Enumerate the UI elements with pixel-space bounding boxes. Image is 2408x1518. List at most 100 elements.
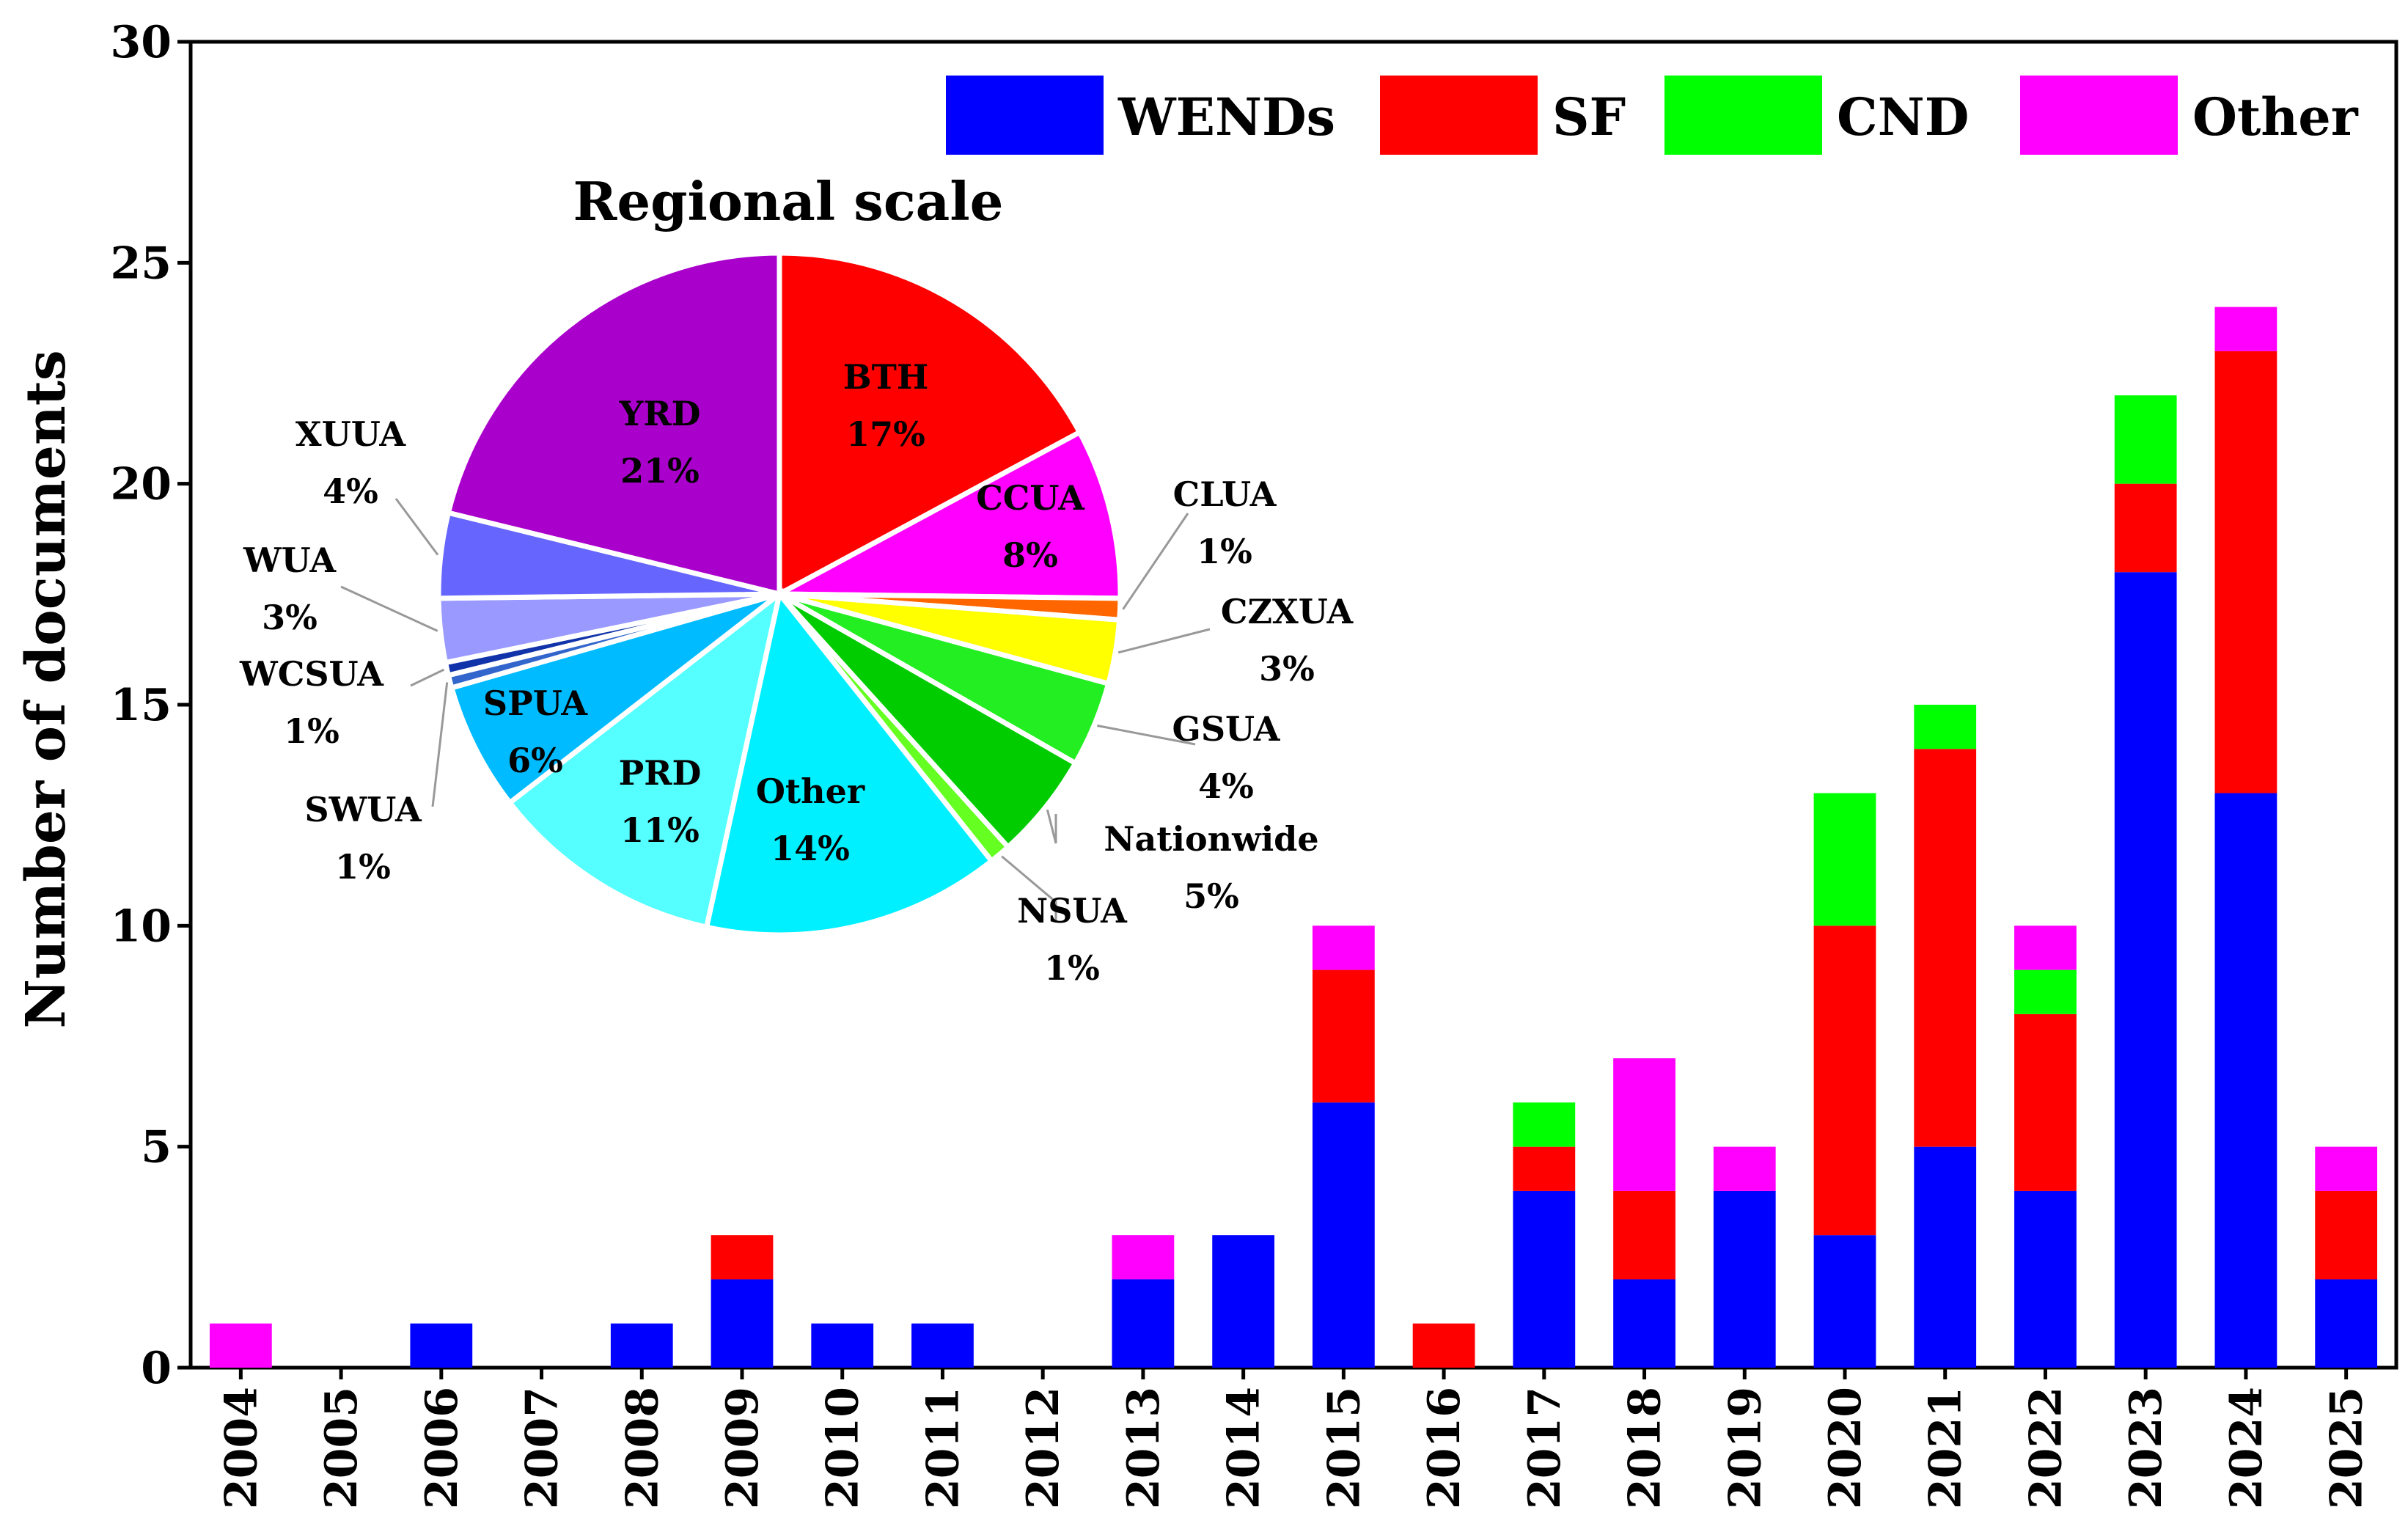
bar-other-2025 <box>2315 1146 2378 1191</box>
bar-sf-2016 <box>1412 1323 1475 1368</box>
bar-wends-2017 <box>1513 1190 1576 1368</box>
pie-slice-prd <box>506 587 784 931</box>
x-tick-label: 2025 <box>2321 1387 2373 1509</box>
bar-wends-2009 <box>711 1279 774 1368</box>
x-tick-label: 2013 <box>1118 1387 1170 1509</box>
pie-slice-bth <box>777 250 1084 598</box>
bar-wends-2006 <box>410 1323 473 1368</box>
pie-slice-ccua <box>769 428 1123 601</box>
x-tick-label: 2016 <box>1419 1387 1470 1509</box>
x-tick-label: 2005 <box>316 1387 367 1509</box>
pie-label-nsua: NSUA <box>1017 891 1128 931</box>
pie-label-wcsua: WCSUA <box>239 654 384 694</box>
y-tick-label: 25 <box>111 238 172 289</box>
y-tick-label: 20 <box>111 459 172 510</box>
y-tick-label: 30 <box>111 17 172 68</box>
bar-wends-2022 <box>2014 1190 2077 1368</box>
pie-label-gsua: GSUA <box>1172 709 1281 749</box>
pie-pct-other: 14% <box>771 829 850 868</box>
bar-wends-2021 <box>1914 1146 1977 1368</box>
legend-swatch-sf <box>1380 76 1538 155</box>
pie-pct-wcsua: 1% <box>284 711 339 751</box>
pie-pct-swua: 1% <box>335 847 391 887</box>
bar-wends-2024 <box>2214 793 2277 1368</box>
bar-wends-2018 <box>1613 1279 1675 1368</box>
pie-leader-nationwide <box>1046 809 1057 844</box>
x-tick-label: 2018 <box>1620 1387 1671 1509</box>
x-tick-label: 2004 <box>216 1387 267 1509</box>
bar-wends-2023 <box>2114 572 2177 1368</box>
pie-pct-yrd: 21% <box>620 451 700 491</box>
y-tick-label: 5 <box>141 1122 172 1173</box>
legend-swatch-cnd <box>1664 76 1822 155</box>
bar-wends-2014 <box>1212 1235 1275 1368</box>
bar-wends-2008 <box>610 1323 673 1368</box>
bar-other-2013 <box>1112 1235 1175 1280</box>
pie-leader-swua <box>431 682 449 807</box>
x-tick-label: 2020 <box>1820 1387 1871 1509</box>
x-tick-label: 2009 <box>717 1387 768 1509</box>
pie-label-xuua: XUUA <box>296 414 407 454</box>
x-tick-label: 2021 <box>1920 1387 1972 1509</box>
y-tick-label: 10 <box>111 901 172 952</box>
bar-other-2024 <box>2214 307 2277 351</box>
pie-slice-yrd <box>445 250 782 598</box>
bar-cnd-2017 <box>1513 1102 1576 1147</box>
pie-leader-clua <box>1122 513 1189 610</box>
x-tick-label: 2019 <box>1719 1387 1771 1509</box>
x-tick-label: 2011 <box>917 1387 969 1509</box>
pie-label-ccua: CCUA <box>976 478 1085 518</box>
bar-wends-2010 <box>811 1323 874 1368</box>
bar-sf-2023 <box>2114 483 2177 573</box>
pie-label-other: Other <box>756 771 865 811</box>
bar-sf-2020 <box>1813 925 1876 1236</box>
y-axis-title: Number of documents <box>15 350 78 1028</box>
bar-other-2018 <box>1613 1058 1675 1191</box>
pie-leader-czxua <box>1117 628 1211 654</box>
pie-slice-other <box>703 588 996 938</box>
bar-wends-2015 <box>1312 1102 1375 1368</box>
pie-label-swua: SWUA <box>304 790 422 829</box>
pie-label-clua: CLUA <box>1173 474 1277 514</box>
bar-cnd-2021 <box>1914 705 1977 749</box>
bar-sf-2025 <box>2315 1190 2378 1280</box>
pie-leader-xuua <box>394 498 439 556</box>
pie-leader-gsua <box>1097 725 1196 746</box>
bar-sf-2017 <box>1513 1146 1576 1191</box>
x-tick-label: 2014 <box>1219 1387 1270 1509</box>
pie-pct-nationwide: 5% <box>1183 876 1239 916</box>
legend-swatch-other <box>2020 76 2178 155</box>
x-tick-label: 2024 <box>2221 1387 2272 1509</box>
pie-leader-wcsua <box>410 668 445 687</box>
x-tick-label: 2007 <box>517 1387 568 1509</box>
pie-label-bth: BTH <box>843 357 929 397</box>
legend-label-wends: WENDs <box>1117 87 1335 147</box>
bar-other-2022 <box>2014 925 2077 970</box>
pie-pct-czxua: 3% <box>1259 649 1315 689</box>
bar-wends-2013 <box>1112 1279 1175 1368</box>
pie-label-spua: SPUA <box>483 683 589 723</box>
bar-wends-2011 <box>911 1323 974 1368</box>
pie-pct-bth: 17% <box>846 414 925 454</box>
bar-wends-2025 <box>2315 1279 2378 1368</box>
legend-label-sf: SF <box>1552 87 1626 147</box>
pie-pct-prd: 11% <box>620 810 700 850</box>
x-tick-label: 2012 <box>1018 1387 1069 1509</box>
bar-sf-2009 <box>711 1235 774 1280</box>
y-tick-label: 0 <box>141 1343 172 1394</box>
bar-wends-2020 <box>1813 1235 1876 1368</box>
pie-leader-wua <box>340 585 438 632</box>
bar-sf-2022 <box>2014 1013 2077 1191</box>
legend-label-cnd: CND <box>1837 87 1969 147</box>
pie-pct-clua: 1% <box>1197 532 1252 571</box>
pie-pct-gsua: 4% <box>1198 766 1254 806</box>
pie-pct-xuua: 4% <box>323 472 378 511</box>
y-tick-label: 15 <box>111 680 172 731</box>
bar-sf-2024 <box>2214 351 2277 793</box>
bar-sf-2015 <box>1312 969 1375 1103</box>
pie-leader-nsua <box>1001 855 1057 920</box>
bar-cnd-2022 <box>2014 969 2077 1014</box>
bar-other-2015 <box>1312 925 1375 970</box>
